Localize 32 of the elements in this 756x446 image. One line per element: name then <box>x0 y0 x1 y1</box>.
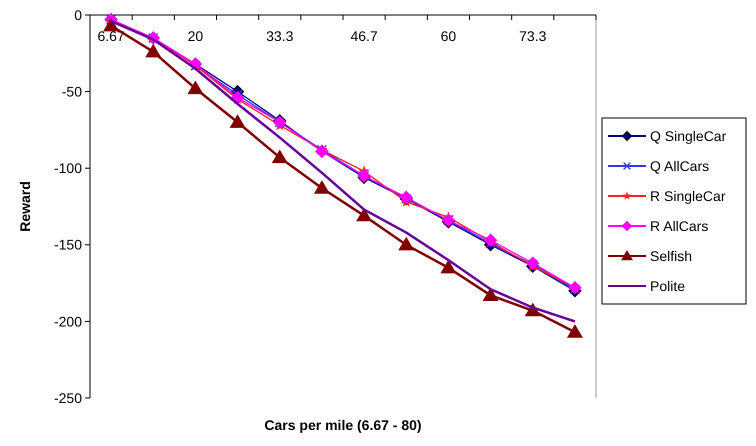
y-tick-label: -150 <box>54 236 82 253</box>
y-tick-label: 0 <box>74 6 82 23</box>
x-tick-label: 33.3 <box>266 28 294 44</box>
point <box>272 149 288 164</box>
point <box>314 180 330 194</box>
y-tick-label: -200 <box>54 313 82 330</box>
legend-label: R SingleCar <box>650 188 726 204</box>
legend-label: Q AllCars <box>650 158 710 174</box>
point <box>526 256 540 270</box>
legend-label: R AllCars <box>650 218 708 234</box>
y-axis-title: Reward <box>17 181 33 232</box>
point <box>440 260 456 274</box>
x-axis-title: Cars per mile (6.67 - 80) <box>264 417 422 433</box>
point <box>145 44 162 58</box>
x-tick-label: 73.3 <box>519 28 547 44</box>
point <box>570 284 580 294</box>
y-tick-label: -50 <box>62 84 82 100</box>
point <box>482 287 499 301</box>
point <box>187 80 204 94</box>
legend-label: Polite <box>650 278 686 294</box>
y-tick-label: -250 <box>54 390 82 406</box>
point <box>103 18 120 32</box>
legend-label: Q SingleCar <box>650 128 727 144</box>
x-tick-label: 60 <box>440 28 456 44</box>
point <box>398 236 414 250</box>
point <box>566 324 583 338</box>
legend-label: Selfish <box>650 248 692 264</box>
point <box>356 208 372 222</box>
y-tick-label: -100 <box>54 160 82 176</box>
point <box>230 114 246 128</box>
x-tick-label: 20 <box>188 28 204 44</box>
x-tick-label: 46.7 <box>350 28 378 44</box>
